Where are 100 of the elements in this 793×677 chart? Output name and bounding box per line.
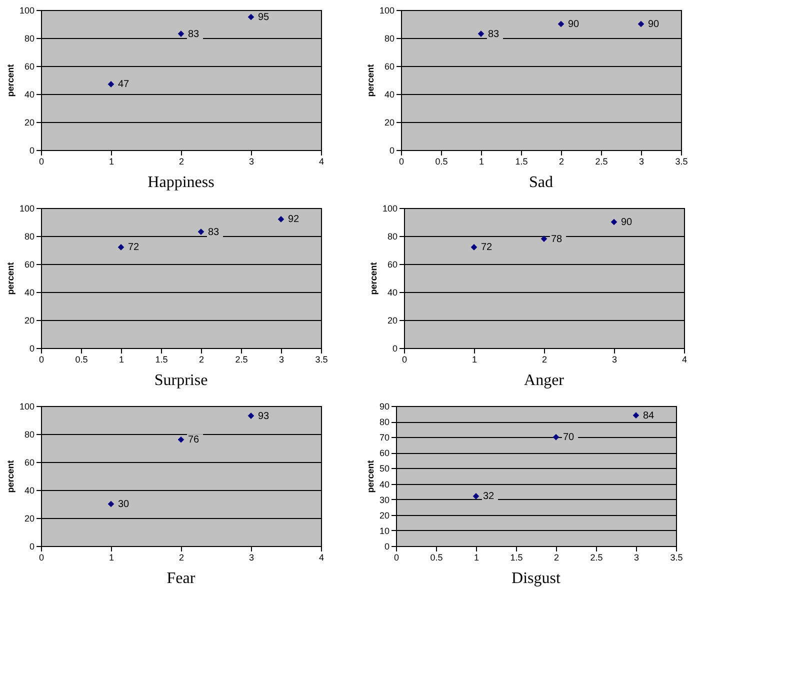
y-axis-title: percent — [365, 460, 376, 493]
y-tick-label: 60 — [24, 260, 34, 270]
data-label: 72 — [128, 242, 140, 254]
y-tick-label: 0 — [392, 344, 398, 354]
point — [540, 236, 548, 242]
y-tick-label: 0 — [29, 542, 34, 552]
x-tick-label: 0.5 — [430, 552, 443, 562]
x-tick-label: 1.5 — [515, 156, 528, 166]
y-tick-label: 30 — [379, 494, 390, 505]
y-tick-label: 20 — [379, 510, 390, 520]
x-tick-label: 2 — [178, 156, 184, 166]
y-tick-label: 40 — [384, 90, 394, 100]
x-tick-label: 3 — [248, 156, 254, 166]
point — [552, 434, 560, 440]
point — [108, 500, 114, 508]
data-label: 70 — [563, 432, 575, 444]
data-label: 90 — [568, 19, 580, 30]
data-label: 72 — [481, 242, 493, 254]
y-axis-title: percent — [5, 64, 16, 97]
y-tick-label: 80 — [24, 232, 34, 242]
data-label: 83 — [188, 28, 200, 40]
x-tick-label: 2 — [558, 156, 564, 166]
x-tick-label: 1 — [472, 354, 478, 364]
y-tick-label: 40 — [24, 90, 34, 100]
point — [470, 244, 478, 250]
x-tick-label: 1 — [118, 354, 124, 364]
x-tick-label: 1 — [474, 552, 480, 562]
y-tick-label: 60 — [384, 62, 394, 72]
data-label: 84 — [643, 410, 655, 422]
y-tick-label: 20 — [24, 118, 34, 128]
data-label: 32 — [483, 491, 495, 502]
x-tick-label: 1 — [108, 156, 114, 166]
x-tick-label: 0 — [398, 156, 404, 166]
y-tick-label: 100 — [382, 204, 398, 214]
y-tick-label: 0 — [389, 146, 394, 156]
x-tick-label: 0 — [402, 354, 408, 364]
text: Surprise — [154, 372, 208, 389]
point — [248, 412, 254, 419]
data-label: 83 — [488, 28, 500, 40]
data-label: 93 — [258, 410, 270, 422]
point — [118, 244, 124, 250]
x-tick-label: 3 — [248, 552, 254, 562]
y-tick-label: 0 — [29, 146, 34, 156]
y-tick-label: 0 — [29, 344, 34, 354]
data-label: 90 — [648, 19, 660, 30]
point — [472, 493, 480, 500]
data-label: 76 — [188, 434, 200, 446]
y-tick-label: 60 — [24, 458, 34, 468]
x-tick-label: 0.5 — [435, 156, 448, 166]
y-tick-label: 100 — [19, 6, 34, 16]
x-tick-label: 0 — [38, 354, 44, 364]
y-tick-label: 100 — [379, 6, 394, 16]
x-tick-label: 1 — [478, 156, 484, 166]
x-tick-label: 3.5 — [675, 156, 688, 166]
x-tick-label: 2.5 — [595, 156, 608, 166]
x-tick-label: 3 — [638, 156, 644, 166]
x-tick-label: 4 — [318, 156, 324, 166]
text: Disgust — [512, 570, 561, 587]
y-tick-label: 0 — [384, 542, 390, 552]
x-tick-label: 3 — [634, 552, 640, 562]
x-tick-label: 2 — [542, 354, 548, 364]
x-tick-label: 4 — [682, 354, 688, 364]
y-axis-title: percent — [5, 460, 16, 493]
x-tick-label: 3 — [278, 354, 284, 364]
y-tick-label: 20 — [387, 316, 398, 326]
data-label: 78 — [551, 234, 563, 245]
y-tick-label: 60 — [387, 260, 398, 270]
x-tick-label: 1 — [108, 552, 114, 562]
x-tick-label: 2.5 — [235, 354, 248, 364]
data-label: 47 — [118, 79, 130, 90]
y-tick-label: 70 — [379, 432, 390, 443]
y-tick-label: 80 — [24, 430, 34, 440]
x-tick-label: 3 — [612, 354, 618, 364]
y-tick-label: 100 — [19, 204, 34, 214]
y-tick-label: 80 — [384, 34, 394, 44]
x-tick-label: 2 — [554, 552, 560, 562]
x-tick-label: 0 — [38, 156, 44, 166]
y-tick-label: 20 — [384, 118, 394, 128]
point — [632, 412, 640, 418]
data-label: 95 — [258, 12, 270, 23]
y-axis-title: percent — [368, 262, 378, 295]
x-tick-label: 1.5 — [510, 552, 523, 562]
data-label: 90 — [621, 217, 633, 228]
y-tick-label: 60 — [24, 62, 34, 72]
x-tick-label: 2 — [198, 354, 204, 364]
y-tick-label: 40 — [387, 288, 398, 298]
x-tick-label: 2.5 — [590, 552, 603, 562]
y-axis-title: percent — [5, 262, 16, 295]
y-tick-label: 20 — [24, 316, 34, 326]
data-label: 83 — [208, 226, 220, 238]
y-tick-label: 40 — [379, 479, 390, 490]
point — [278, 216, 284, 222]
x-tick-label: 1.5 — [155, 354, 168, 364]
y-tick-label: 80 — [379, 417, 390, 428]
y-tick-label: 80 — [24, 34, 34, 44]
data-label: 92 — [288, 214, 300, 226]
y-tick-label: 40 — [24, 486, 34, 496]
text: Anger — [524, 372, 565, 389]
point — [178, 30, 184, 37]
x-tick-label: 0 — [38, 552, 44, 562]
